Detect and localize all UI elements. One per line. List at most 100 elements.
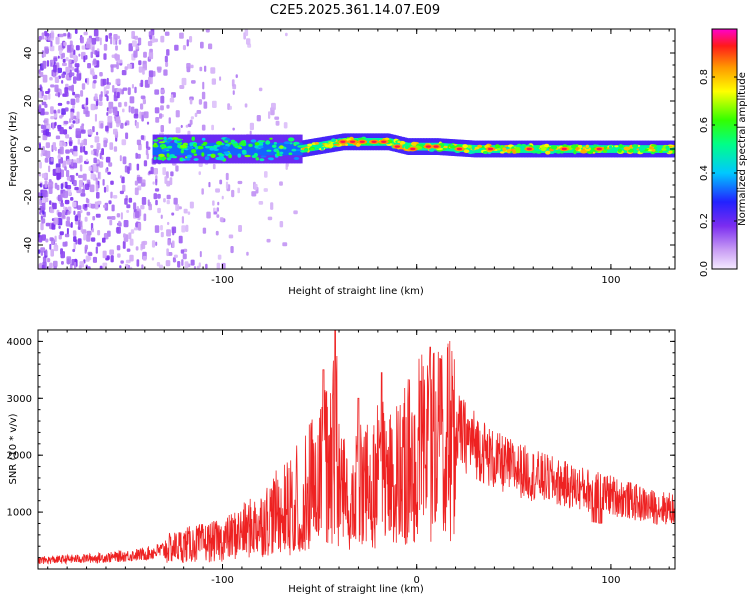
spectrogram-noise-cell xyxy=(270,202,274,210)
spectrogram-noise-cell xyxy=(251,191,257,197)
spectrogram-noise-cell xyxy=(216,214,220,218)
spectrogram-noise-cell xyxy=(225,172,229,181)
spectrogram-band-core xyxy=(284,142,287,156)
spectrogram-noise-cell xyxy=(69,141,73,147)
spectrogram-noise-cell xyxy=(110,36,113,45)
spectrogram-noise-cell xyxy=(162,167,166,176)
spectrogram-noise-cell xyxy=(67,32,70,38)
spectrogram-plot: -100 100 -40 -20 0 20 40 Height of straight li… xyxy=(8,28,676,297)
spectrogram-noise-cell xyxy=(96,48,100,52)
spectrogram-noise-cell xyxy=(293,210,298,215)
spectrogram-noise-cell xyxy=(137,37,142,46)
spectrogram-noise-cell xyxy=(205,263,208,269)
spectrogram-band-core xyxy=(250,142,253,156)
spectrogram-band-speckle xyxy=(333,143,340,146)
spectrogram-noise-cell xyxy=(124,101,128,107)
spectrogram-noise-cell xyxy=(50,106,54,115)
spectrogram-noise-cell xyxy=(282,242,288,247)
spectrogram-noise-cell xyxy=(157,207,161,214)
spectrogram-noise-cell xyxy=(186,39,189,47)
spectrogram-noise-cell xyxy=(153,193,158,200)
spectrogram-noise-cell xyxy=(159,113,163,119)
spectrogram-noise-cell xyxy=(137,153,141,159)
spectrogram-noise-cell xyxy=(103,53,107,60)
spectrogram-band-speckle xyxy=(288,137,295,142)
spectrogram-noise-cell xyxy=(181,225,186,233)
spectrogram-noise-cell xyxy=(185,224,189,232)
spectrogram-noise-cell xyxy=(49,45,55,52)
spectrogram-noise-cell xyxy=(128,105,131,113)
spectrogram-noise-cell xyxy=(55,135,61,140)
snr-ticks: -100 0 100 1000 2000 3000 4000 xyxy=(7,329,675,586)
spectrogram-band-speckle xyxy=(157,137,165,140)
spectrogram-band-speckle xyxy=(209,147,215,151)
spectrogram-noise-cell xyxy=(84,204,88,208)
spectrogram-noise-cell xyxy=(51,223,56,230)
spectrogram-noise-cell xyxy=(160,105,164,111)
spectrogram-band-core xyxy=(290,142,294,156)
spectrogram-noise-cell xyxy=(97,172,100,179)
spectrogram-noise-cell xyxy=(249,122,254,131)
spectrogram-band-speckle xyxy=(213,148,219,151)
snr-x-label: Height of straight line (km) xyxy=(288,584,424,595)
spectrogram-noise-cell xyxy=(52,202,57,210)
spectrogram-noise-cell xyxy=(48,186,53,194)
spectrogram-noise-cell xyxy=(198,99,203,105)
snr-y-tick-label: 2000 xyxy=(7,451,32,462)
spectrogram-noise-cell xyxy=(73,115,76,120)
spectrogram-noise-cell xyxy=(77,139,81,145)
spectrogram-noise-cell xyxy=(95,213,101,218)
spectrogram-noise-cell xyxy=(87,129,93,135)
spectrogram-noise-cell xyxy=(73,236,77,242)
spectrogram-noise-cell xyxy=(93,80,97,84)
spectrogram-noise-cell xyxy=(65,66,70,73)
spectrogram-band-speckle xyxy=(341,143,346,146)
spectrogram-noise-cell xyxy=(146,121,150,125)
spectrogram-noise-cell xyxy=(237,187,240,194)
spectrogram-noise-cell xyxy=(167,239,171,246)
spectrogram-noise-cell xyxy=(157,193,161,199)
spectrogram-noise-cell xyxy=(140,79,144,88)
spectrogram-noise-cell xyxy=(96,192,100,199)
spectrogram-noise-cell xyxy=(43,95,48,101)
spectrogram-noise-cell xyxy=(103,86,107,95)
spectrogram-noise-cell xyxy=(229,105,232,110)
spectrogram-band-speckle xyxy=(545,150,551,155)
spectrogram-noise-cell xyxy=(85,97,89,106)
spectrogram-noise-cell xyxy=(256,115,261,122)
spectrogram-noise-cell xyxy=(62,62,67,67)
spectrogram-noise-cell xyxy=(41,146,45,154)
spectrogram-noise-cell xyxy=(134,180,138,186)
spectrogram-noise-cell xyxy=(196,110,202,114)
spectrogram-noise-cell xyxy=(53,57,58,62)
spectrogram-noise-cell xyxy=(215,230,219,236)
spectrogram-band-core xyxy=(219,142,222,156)
spectrogram-noise-cell xyxy=(72,162,78,169)
spectrogram-band-speckle xyxy=(233,143,238,147)
spectrogram-noise-cell xyxy=(283,122,288,129)
spectrogram-noise-cell xyxy=(217,201,220,206)
spectrogram-band-speckle xyxy=(330,138,337,143)
spectrogram-band-speckle xyxy=(254,142,260,146)
spectrogram-noise-cell xyxy=(53,217,59,225)
spectrogram-band-hotspot xyxy=(425,145,431,148)
spectrogram-noise-cell xyxy=(44,180,48,188)
spectrogram-band-speckle xyxy=(512,150,516,154)
spectrogram-noise-cell xyxy=(160,231,164,238)
spectrogram-band-core xyxy=(247,142,250,156)
spectrogram-noise-cell xyxy=(202,227,207,234)
spectrogram-noise-cell xyxy=(49,237,54,242)
spectrogram-band-core xyxy=(233,142,236,156)
spectrogram-band-hotspot xyxy=(433,145,439,148)
spectrogram-noise-cell xyxy=(118,102,122,108)
spectrogram-noise-cell xyxy=(143,160,148,167)
spectrogram-noise-cell xyxy=(60,251,65,259)
spectrogram-noise-cell xyxy=(253,183,258,190)
spectrogram-noise-cell xyxy=(62,58,66,63)
spectrogram-noise-cell xyxy=(238,225,242,232)
spectrogram-noise-cell xyxy=(80,129,86,134)
spectrogram-noise-cell xyxy=(63,120,69,125)
spectrogram-band-speckle xyxy=(185,158,191,161)
spectrogram-y-tick-label: 40 xyxy=(23,47,34,60)
